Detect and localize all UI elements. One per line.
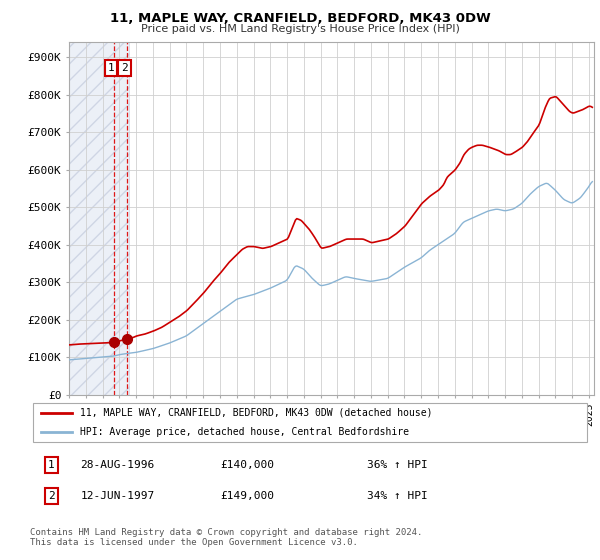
Text: HPI: Average price, detached house, Central Bedfordshire: HPI: Average price, detached house, Cent… — [80, 427, 409, 437]
Text: 2: 2 — [121, 63, 128, 73]
Text: Price paid vs. HM Land Registry's House Price Index (HPI): Price paid vs. HM Land Registry's House … — [140, 24, 460, 34]
Text: 28-AUG-1996: 28-AUG-1996 — [80, 460, 155, 470]
Text: 36% ↑ HPI: 36% ↑ HPI — [367, 460, 427, 470]
Text: 34% ↑ HPI: 34% ↑ HPI — [367, 491, 427, 501]
Text: £149,000: £149,000 — [221, 491, 275, 501]
Text: 2: 2 — [48, 491, 55, 501]
FancyBboxPatch shape — [33, 403, 587, 442]
Text: 1: 1 — [48, 460, 55, 470]
Text: Contains HM Land Registry data © Crown copyright and database right 2024.
This d: Contains HM Land Registry data © Crown c… — [30, 528, 422, 547]
Text: 1: 1 — [107, 63, 115, 73]
Text: 12-JUN-1997: 12-JUN-1997 — [80, 491, 155, 501]
Text: 11, MAPLE WAY, CRANFIELD, BEDFORD, MK43 0DW: 11, MAPLE WAY, CRANFIELD, BEDFORD, MK43 … — [110, 12, 490, 25]
Text: 11, MAPLE WAY, CRANFIELD, BEDFORD, MK43 0DW (detached house): 11, MAPLE WAY, CRANFIELD, BEDFORD, MK43 … — [80, 408, 433, 418]
Text: £140,000: £140,000 — [221, 460, 275, 470]
Bar — [69, 42, 130, 395]
